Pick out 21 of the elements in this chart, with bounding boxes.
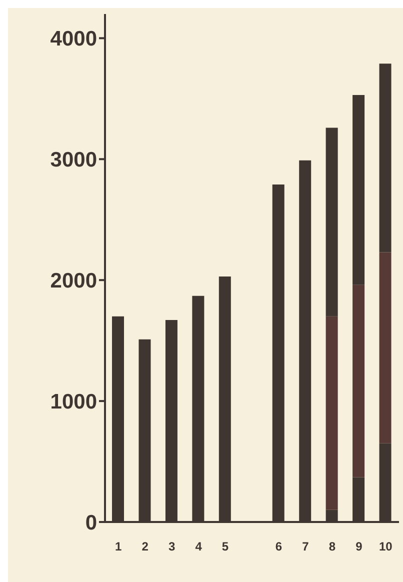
x-tick-label: 10 xyxy=(378,540,393,554)
x-tick-label: 7 xyxy=(302,540,310,554)
bar xyxy=(379,64,392,252)
x-tick-label: 6 xyxy=(275,540,282,554)
x-tick-label: 2 xyxy=(142,540,149,554)
x-tick-label: 4 xyxy=(195,540,202,554)
bar xyxy=(352,284,365,478)
y-tick-label: 3000 xyxy=(50,148,97,172)
x-tick-label: 9 xyxy=(356,540,363,554)
x-tick-label: 3 xyxy=(168,540,176,554)
bar xyxy=(326,128,338,316)
y-tick-label: 4000 xyxy=(50,28,97,51)
x-tick-label: 1 xyxy=(115,540,122,554)
y-tick-label: 1000 xyxy=(50,390,97,414)
x-tick-label: 5 xyxy=(222,540,229,554)
bar xyxy=(326,316,338,510)
bar xyxy=(379,252,392,444)
x-tick-label: 8 xyxy=(328,540,336,554)
y-tick-label: 2000 xyxy=(50,270,97,293)
y-tick-label: 0 xyxy=(85,511,97,534)
bar xyxy=(352,95,365,285)
